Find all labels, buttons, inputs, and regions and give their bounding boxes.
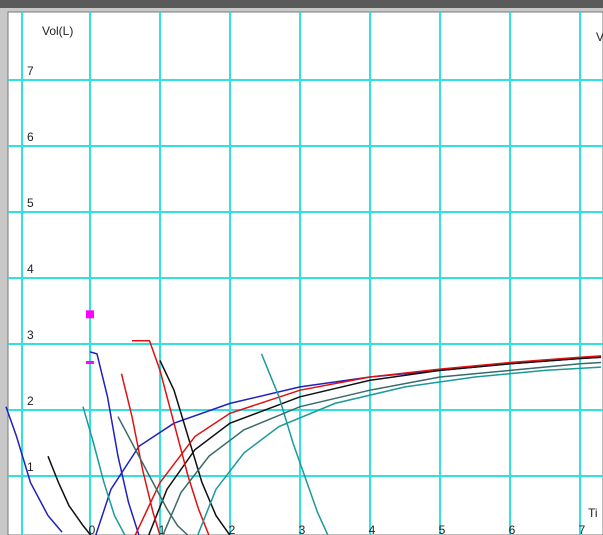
x-tick-label: 2 [229,523,236,535]
series-line [120,339,602,535]
y-tick-label: 2 [27,394,34,408]
y-tick-label: 5 [27,196,34,210]
x-tick-label: 3 [299,523,306,535]
x-tick-label: 6 [509,523,516,535]
top-bar [0,0,603,8]
series-line [117,361,602,535]
x-tick-label: 0 [89,523,96,535]
y-axis-label: Vol(L) [42,24,73,38]
series-line [47,356,602,535]
marker [86,310,94,319]
x-tick-label: 5 [439,523,446,535]
series-line [82,353,602,535]
x-tick-label: 4 [369,523,376,535]
y-tick-label: 7 [27,64,34,78]
y-tick-label: 4 [27,262,34,276]
marker [86,360,94,364]
y-tick-label: 1 [27,460,34,474]
y-tick-label: 6 [27,130,34,144]
plot-area [7,11,603,535]
y-tick-label: 3 [27,328,34,342]
x-axis-label: Ti [588,506,598,520]
x-tick-label: 7 [579,523,586,535]
y2-axis-label: V [596,30,603,44]
x-tick-label: 1 [159,523,166,535]
